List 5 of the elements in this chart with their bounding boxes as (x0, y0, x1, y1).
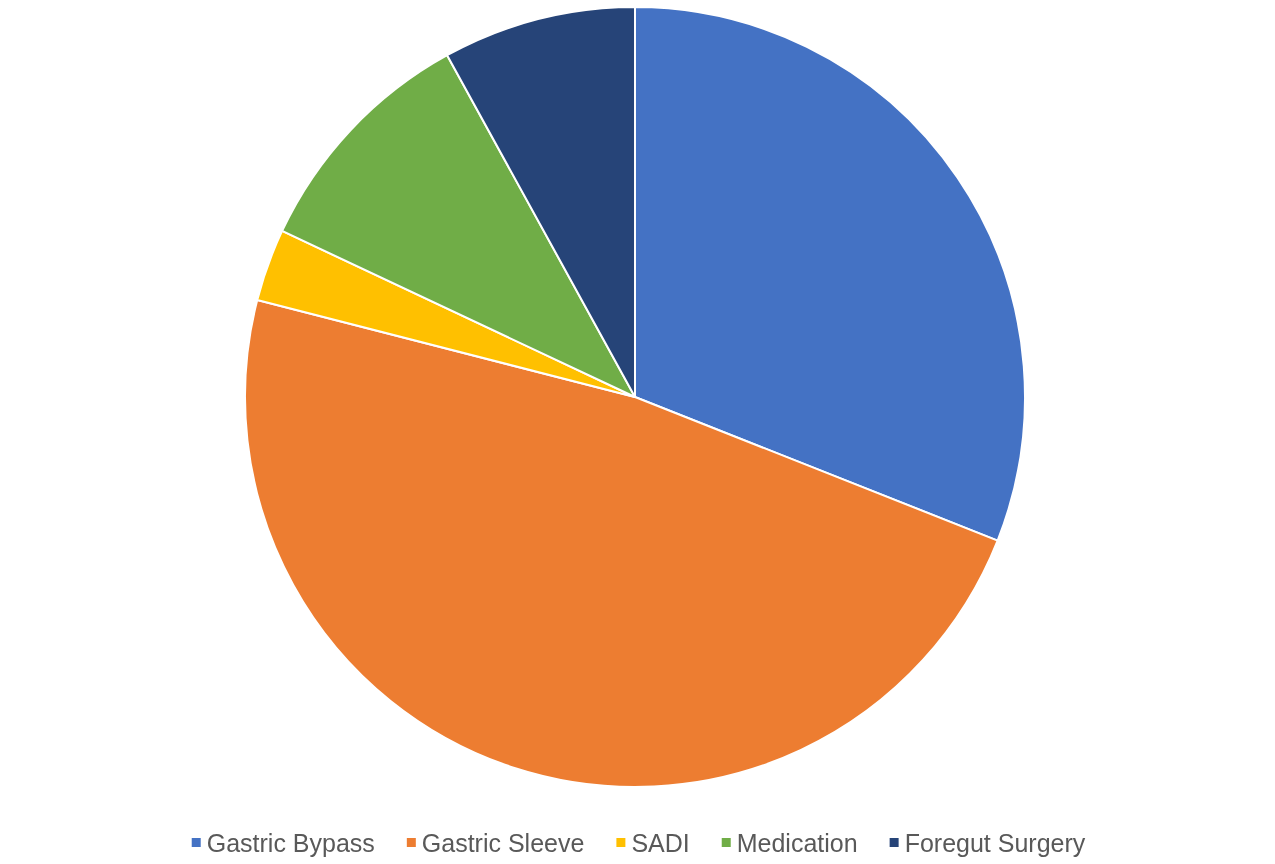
legend-label: Medication (736, 828, 858, 857)
legend-label: Gastric Bypass (206, 828, 375, 857)
legend-label: Foregut Surgery (904, 828, 1086, 857)
legend-label: Gastric Sleeve (421, 828, 585, 857)
legend-label: SADI (631, 828, 690, 857)
